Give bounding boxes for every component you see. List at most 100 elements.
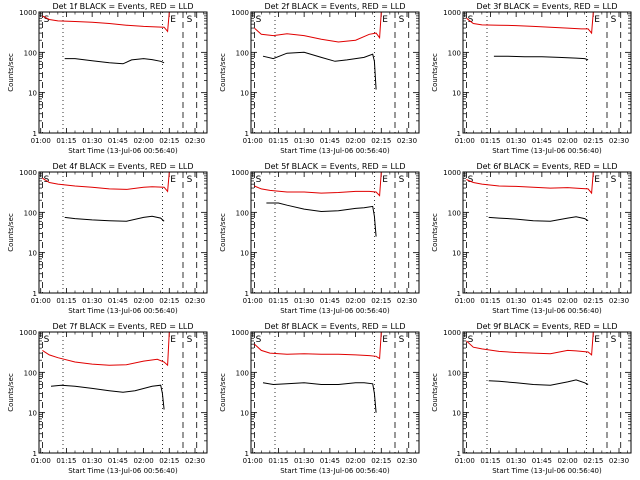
x-tick-label: 02:15	[371, 457, 391, 465]
marker-label-e: E	[170, 175, 176, 185]
plot-frame	[462, 331, 632, 454]
x-tick-label: 02:30	[609, 457, 629, 465]
marker-label-s: S	[256, 335, 262, 345]
plot-frame	[250, 331, 420, 454]
x-tick-label: 01:00	[455, 457, 475, 465]
x-tick-label: 01:00	[243, 137, 263, 145]
marker-label-s: S	[187, 335, 193, 345]
x-tick-label: 01:15	[268, 457, 288, 465]
x-tick-label: 01:30	[82, 297, 102, 305]
x-tick-label: 01:30	[506, 137, 526, 145]
events-rate-line	[262, 51, 377, 90]
y-tick-label: 100	[24, 49, 37, 57]
detector-panel: Det 8f BLACK = Events, RED = LLD Counts/s…	[219, 322, 420, 475]
panel-title: Det 5f BLACK = Events, RED = LLD	[264, 162, 405, 171]
lld-rate-line	[254, 171, 383, 197]
panel-title: Det 8f BLACK = Events, RED = LLD	[264, 322, 405, 331]
plot-frame	[38, 171, 208, 294]
detector-panel: Det 4f BLACK = Events, RED = LLD Counts/s…	[7, 162, 208, 315]
y-tick-label: 1	[457, 130, 461, 138]
marker-label-s: S	[44, 15, 50, 25]
y-tick-label: 1	[33, 290, 37, 298]
y-axis-label: Counts/sec	[219, 373, 227, 412]
y-tick-label: 1	[245, 450, 249, 458]
marker-label-e: E	[382, 335, 388, 345]
events-rate-line	[488, 379, 589, 386]
x-tick-label: 01:00	[243, 297, 263, 305]
detector-panel: Det 3f BLACK = Events, RED = LLD Counts/s…	[431, 2, 632, 155]
x-tick-label: 02:00	[133, 297, 153, 305]
x-tick-label: 01:45	[532, 297, 552, 305]
x-axis-label: Start Time (13-Jul-06 00:56:40)	[492, 147, 602, 155]
events-rate-line	[493, 55, 589, 61]
plot-frame	[38, 331, 208, 454]
x-axis-label: Start Time (13-Jul-06 00:56:40)	[492, 307, 602, 315]
y-tick-label: 1	[33, 450, 37, 458]
lld-rate-line	[466, 11, 595, 35]
x-axis-label: Start Time (13-Jul-06 00:56:40)	[68, 307, 178, 315]
x-tick-label: 02:15	[583, 457, 603, 465]
x-tick-label: 01:30	[82, 457, 102, 465]
y-tick-label: 10	[452, 90, 461, 98]
x-tick-label: 01:30	[294, 297, 314, 305]
panel-title: Det 7f BLACK = Events, RED = LLD	[52, 322, 193, 331]
x-tick-label: 01:15	[56, 457, 76, 465]
x-tick-label: 01:45	[320, 137, 340, 145]
lld-rate-line	[254, 331, 383, 360]
plot-frame	[38, 11, 208, 134]
y-tick-label: 1000	[231, 329, 249, 337]
x-tick-label: 01:45	[108, 457, 128, 465]
lld-rate-line	[42, 171, 171, 193]
marker-label-e: E	[382, 175, 388, 185]
y-tick-label: 10	[28, 90, 37, 98]
plot-frame	[462, 171, 632, 294]
marker-label-s: S	[187, 15, 193, 25]
marker-label-s: S	[399, 335, 405, 345]
x-tick-label: 02:30	[609, 297, 629, 305]
detector-panel: Det 9f BLACK = Events, RED = LLD Counts/s…	[431, 322, 632, 475]
y-tick-label: 10	[452, 250, 461, 258]
y-axis-label: Counts/sec	[219, 213, 227, 252]
x-tick-label: 02:30	[397, 137, 417, 145]
plot-frame	[250, 171, 420, 294]
y-axis-label: Counts/sec	[431, 373, 439, 412]
y-tick-label: 1000	[231, 9, 249, 17]
marker-label-e: E	[382, 15, 388, 25]
marker-label-s: S	[611, 15, 617, 25]
y-tick-label: 1	[33, 130, 37, 138]
events-rate-line	[50, 384, 165, 410]
events-rate-line	[266, 202, 377, 237]
x-tick-label: 02:15	[159, 297, 179, 305]
y-axis-label: Counts/sec	[219, 53, 227, 92]
y-tick-label: 10	[28, 250, 37, 258]
x-axis-label: Start Time (13-Jul-06 00:56:40)	[68, 467, 178, 475]
marker-label-s: S	[468, 175, 474, 185]
y-tick-label: 1	[457, 450, 461, 458]
plot-frame	[462, 11, 632, 134]
y-tick-label: 100	[24, 209, 37, 217]
x-tick-label: 01:45	[320, 457, 340, 465]
x-tick-label: 01:15	[480, 457, 500, 465]
x-tick-label: 01:45	[108, 297, 128, 305]
y-tick-label: 10	[240, 250, 249, 258]
marker-label-s: S	[468, 335, 474, 345]
marker-label-s: S	[399, 175, 405, 185]
y-tick-label: 1	[245, 130, 249, 138]
y-tick-label: 100	[236, 209, 249, 217]
x-tick-label: 02:15	[583, 137, 603, 145]
y-tick-label: 1000	[443, 9, 461, 17]
marker-label-e: E	[594, 15, 600, 25]
x-tick-label: 02:00	[557, 137, 577, 145]
detector-panel: Det 2f BLACK = Events, RED = LLD Counts/s…	[219, 2, 420, 155]
y-tick-label: 10	[28, 410, 37, 418]
x-tick-label: 01:15	[56, 297, 76, 305]
y-tick-label: 10	[240, 410, 249, 418]
x-tick-label: 02:00	[557, 457, 577, 465]
y-tick-label: 100	[448, 209, 461, 217]
y-axis-label: Counts/sec	[431, 53, 439, 92]
x-tick-label: 02:15	[159, 137, 179, 145]
lld-rate-line	[466, 171, 595, 195]
x-tick-label: 02:00	[345, 137, 365, 145]
panel-title: Det 9f BLACK = Events, RED = LLD	[476, 322, 617, 331]
